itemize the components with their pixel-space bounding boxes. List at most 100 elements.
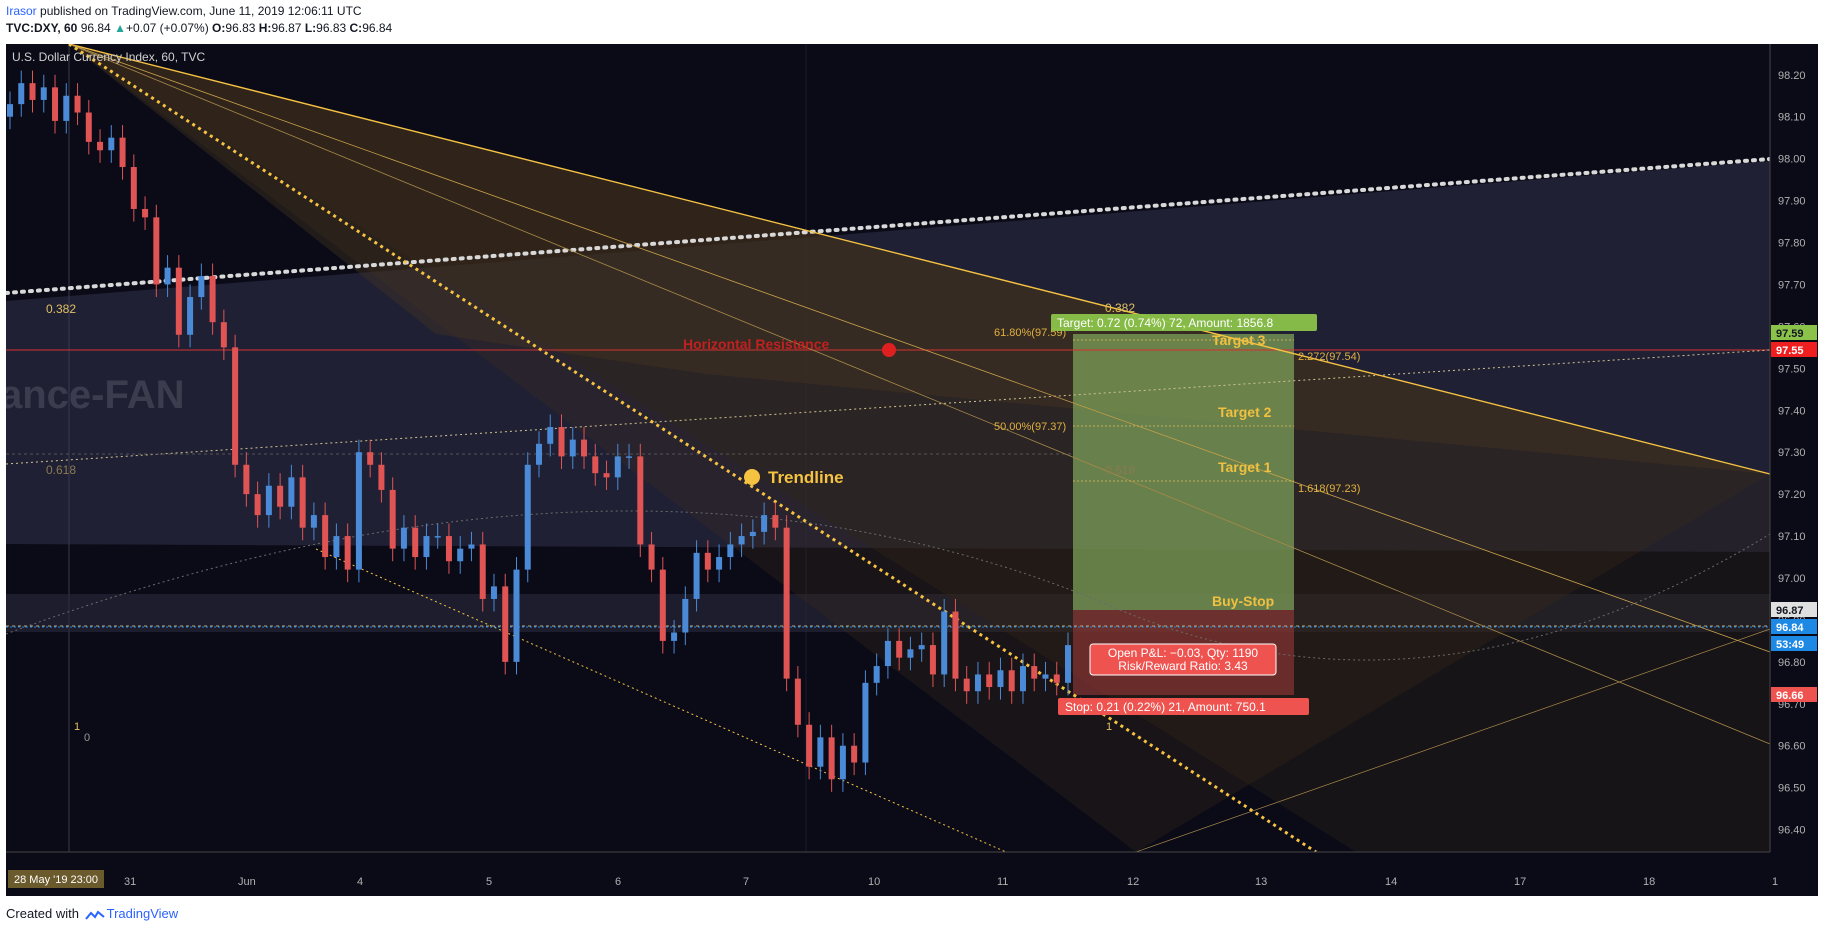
candle-body xyxy=(97,141,104,151)
candle-body xyxy=(299,477,306,528)
candle-body xyxy=(490,586,497,599)
candle-body xyxy=(682,598,689,633)
plot-pane[interactable] xyxy=(6,44,1770,852)
candle-body xyxy=(997,670,1004,688)
candle-body xyxy=(794,678,801,725)
candle-body xyxy=(142,208,149,218)
last-price: 96.84 xyxy=(80,21,111,35)
candle-body xyxy=(40,87,47,100)
open-value: 96.83 xyxy=(225,21,256,35)
candle-body xyxy=(603,473,610,478)
change: +0.07 (+0.07%) xyxy=(125,21,209,35)
candle-body xyxy=(1019,666,1026,692)
resistance-marker[interactable] xyxy=(882,343,896,357)
candle-body xyxy=(569,439,576,457)
candle-body xyxy=(502,586,509,662)
candle-body xyxy=(772,515,779,528)
up-arrow-icon: ▲ xyxy=(114,21,126,35)
pnl-box[interactable] xyxy=(1089,643,1277,676)
close-value: 96.84 xyxy=(362,21,393,35)
candle-body xyxy=(671,632,678,641)
time-tick-label: 5 xyxy=(486,876,492,888)
footer: Created with TradingView xyxy=(6,906,178,921)
candle-body xyxy=(198,276,205,298)
candle-body xyxy=(153,217,160,285)
author-link[interactable]: Irasor xyxy=(6,4,37,18)
candle-body xyxy=(119,137,126,168)
candle-body xyxy=(592,456,599,474)
candle-body xyxy=(817,737,824,767)
time-tick-label: 1 xyxy=(1772,876,1778,888)
candle-body xyxy=(614,456,621,478)
price-badge xyxy=(1771,687,1817,702)
publish-info: Irasor published on TradingView.com, Jun… xyxy=(6,4,362,18)
fan-line-1 xyxy=(68,44,1771,475)
fan-line-2 xyxy=(68,44,1771,653)
candle-body xyxy=(974,674,981,692)
target2-label: Target 2 xyxy=(1218,404,1272,420)
candle-body xyxy=(434,536,441,538)
candle-body xyxy=(18,83,25,105)
low-label: L: xyxy=(304,21,317,35)
fan-0382-right-label: 0.382 xyxy=(1105,301,1135,315)
candle-body xyxy=(941,611,948,675)
lower-channel-line xyxy=(315,548,1007,853)
price-badge xyxy=(1771,602,1817,617)
trendline-label: Trendline xyxy=(768,468,844,487)
time-tick-label: 18 xyxy=(1643,876,1655,888)
fan-1-left-label: 1 xyxy=(74,721,80,733)
fib-arc-right xyxy=(1105,533,1771,661)
candle-body xyxy=(479,544,486,599)
candle-body xyxy=(445,536,452,562)
price-badge-label: 96.87 xyxy=(1776,605,1804,617)
price-tick-label: 97.50 xyxy=(1778,363,1806,375)
candle-body xyxy=(907,649,914,658)
candle-body xyxy=(63,95,70,121)
time-tick-label: Jun xyxy=(238,876,256,888)
target1-label: Target 1 xyxy=(1218,459,1272,475)
price-tick-label: 97.90 xyxy=(1778,196,1806,208)
candle-body xyxy=(187,297,194,335)
candle-body xyxy=(412,527,419,558)
price-tick-label: 97.00 xyxy=(1778,573,1806,585)
candle-body xyxy=(1053,674,1060,683)
created-with-text: Created with xyxy=(6,906,79,921)
price-badge-label: 97.59 xyxy=(1776,328,1804,340)
publish-text: published on TradingView.com, June 11, 2… xyxy=(36,4,362,18)
chart-canvas[interactable]: U.S. Dollar Currency Index, 60, TVC ance… xyxy=(6,44,1818,896)
candle-body xyxy=(29,83,36,100)
candle-body xyxy=(918,645,925,650)
candle-body xyxy=(423,536,430,558)
target-info-text: Target: 0.72 (0.74%) 72, Amount: 1856.8 xyxy=(1057,316,1273,330)
trendline[interactable] xyxy=(68,44,1317,854)
candlestick-series[interactable] xyxy=(7,70,1071,792)
candle-body xyxy=(322,515,329,558)
chart-area[interactable]: U.S. Dollar Currency Index, 60, TVC ance… xyxy=(6,44,1818,896)
risk-reward-text: Risk/Reward Ratio: 3.43 xyxy=(1118,659,1248,673)
time-axis[interactable] xyxy=(6,852,1818,896)
price-badge xyxy=(1771,619,1817,634)
fan-line-4 xyxy=(1135,628,1771,853)
price-tick-label: 96.50 xyxy=(1778,783,1806,795)
candle-body xyxy=(85,112,92,142)
time-tick-label: 7 xyxy=(743,876,749,888)
candle-body xyxy=(288,477,295,507)
candle-body xyxy=(986,674,993,688)
target-info-box[interactable] xyxy=(1051,314,1317,331)
watermark: ance-FAN xyxy=(6,373,185,417)
stop-info-box[interactable] xyxy=(1058,698,1309,715)
trendline-marker[interactable] xyxy=(744,469,760,485)
candle-body xyxy=(333,536,340,558)
price-axis[interactable] xyxy=(1770,44,1818,896)
candle-body xyxy=(74,95,81,113)
fan-zone-lower xyxy=(6,594,1770,632)
candle-body xyxy=(626,456,633,458)
time-tick-label: 31 xyxy=(124,876,136,888)
fan-0618-left-label: 0.618 xyxy=(46,463,76,477)
candle-body xyxy=(693,552,700,599)
candle-body xyxy=(367,452,374,465)
candle-body xyxy=(389,489,396,549)
tradingview-link[interactable]: TradingView xyxy=(106,906,179,921)
candle-body xyxy=(175,267,182,335)
fan-upper-dotted-line[interactable] xyxy=(6,157,1772,295)
